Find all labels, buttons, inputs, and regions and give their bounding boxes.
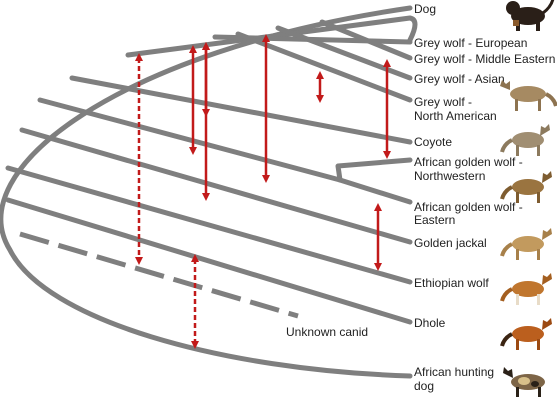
gene-flow-arrowhead-down	[374, 263, 382, 271]
branch-african-golden-wolf-eastern	[337, 177, 413, 205]
label-dhole: Dhole	[414, 316, 446, 330]
animal-thumbnails	[500, 0, 557, 397]
label-coyote: Coyote	[414, 135, 452, 149]
label-grey-wolf-european: Grey wolf - European	[414, 36, 527, 50]
label-dog: Dog	[414, 2, 436, 16]
golden-jackal-icon	[500, 228, 552, 260]
branch-ethiopian-wolf	[5, 165, 413, 285]
gene-flow-arrowhead-down	[189, 147, 197, 155]
gene-flow-arrowhead-up	[316, 71, 324, 79]
branch-grey-wolf-european	[125, 15, 418, 58]
tree-branches	[0, 5, 418, 379]
branch-grey-wolf-middle-eastern	[319, 19, 413, 61]
branch-african-golden-wolf	[37, 97, 343, 183]
branch-golden-jackal	[19, 127, 413, 245]
label-golden-jackal: Golden jackal	[414, 236, 487, 250]
grey-wolf-icon	[500, 80, 557, 111]
gene-flow-arrows	[135, 34, 391, 349]
gene-flow-arrowhead-down	[383, 151, 391, 159]
label-ethiopian-wolf: Ethiopian wolf	[414, 276, 489, 290]
branch-outer-arc	[0, 5, 413, 379]
coyote-icon	[500, 124, 550, 156]
branch-coyote	[69, 75, 413, 145]
gene-flow-arrowhead-down	[202, 109, 210, 117]
gene-flow-arrowhead-up	[189, 45, 197, 53]
gene-flow-arrowhead-down	[202, 193, 210, 201]
branch-african-golden-wolf-northwestern	[335, 157, 413, 183]
gene-flow-arrowhead-down	[316, 95, 324, 103]
african-hunting-dog-icon	[503, 367, 545, 397]
label-african-golden-wolf-eastern: African golden wolf - Eastern	[414, 200, 526, 227]
gene-flow-arrowhead-down	[191, 341, 199, 349]
gene-flow-arrowhead-up	[135, 53, 143, 61]
branch-dhole	[5, 197, 413, 325]
label-unknown-canid: Unknown canid	[286, 325, 368, 339]
gene-flow-arrowhead-up	[202, 42, 210, 50]
black-tan-dog-icon	[506, 0, 555, 31]
branch-grey-wolf-asian	[275, 25, 413, 81]
gene-flow-arrowhead-up	[383, 59, 391, 67]
label-african-hunting-dog: African hunting dog	[414, 365, 497, 393]
label-grey-wolf-asian: Grey wolf - Asian	[414, 72, 505, 86]
gene-flow-arrowhead-up	[262, 34, 270, 42]
ethiopian-wolf-icon	[500, 273, 552, 305]
label-african-golden-wolf-northwestern: African golden wolf - Northwestern	[414, 155, 526, 183]
gene-flow-arrowhead-down	[135, 257, 143, 265]
branch-unknown-canid	[19, 231, 299, 319]
gene-flow-arrowhead-up	[191, 254, 199, 262]
label-grey-wolf-middle-eastern: Grey wolf - Middle Eastern	[414, 52, 555, 66]
dhole-icon	[500, 318, 552, 350]
golden-wolf-icon	[500, 171, 552, 203]
taxon-labels: Dog Grey wolf - European Grey wolf - Mid…	[286, 2, 555, 393]
gene-flow-arrowhead-up	[374, 203, 382, 211]
gene-flow-arrowhead-down	[262, 175, 270, 183]
label-grey-wolf-north-american: Grey wolf - North American	[414, 95, 497, 123]
